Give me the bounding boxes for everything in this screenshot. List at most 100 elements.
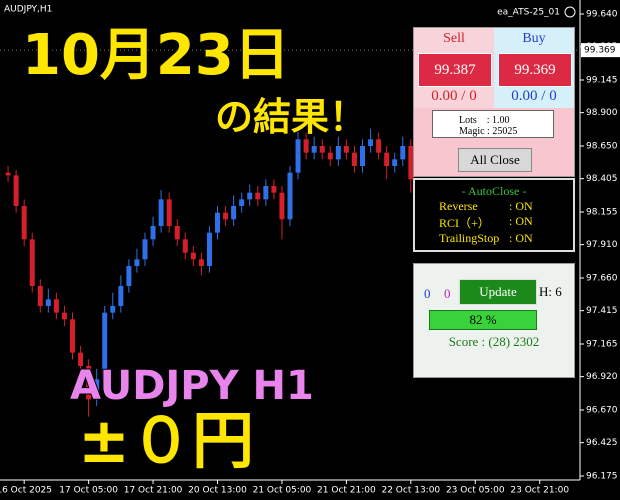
sell-header: Sell — [414, 28, 494, 50]
candle-body — [400, 146, 406, 160]
y-tick-label: 96.670 — [586, 406, 618, 416]
candle-body — [279, 192, 285, 220]
current-price-label: 99.369 — [584, 46, 616, 56]
candle-body — [335, 146, 341, 160]
count-a: 0 — [424, 286, 431, 301]
overlay-pair: AUDJPY H1 — [69, 363, 315, 409]
candle-body — [287, 172, 293, 220]
lots-box: Lots : 1.00 Magic : 25025 — [432, 110, 554, 138]
lots: Lots : 1.00 — [459, 115, 510, 126]
candle-body — [126, 266, 132, 286]
indicator-name: ea_ATS-25_01 — [497, 8, 560, 18]
y-tick-label: 96.175 — [586, 472, 618, 482]
x-tick-label: 23 Oct 21:00 — [510, 486, 569, 496]
candle-body — [231, 206, 237, 220]
auto-value: : ON — [509, 214, 533, 228]
x-tick-label: 20 Oct 13:00 — [188, 486, 247, 496]
candle-body — [70, 319, 75, 353]
buy-position: 0.00 / 0 — [511, 88, 557, 104]
x-tick-label: 21 Oct 05:00 — [253, 486, 312, 496]
candle-body — [190, 252, 196, 260]
candle-body — [142, 239, 148, 260]
magic: Magic : 25025 — [459, 126, 518, 137]
auto-label: Reverse — [439, 199, 478, 213]
x-tick-label: 21 Oct 21:00 — [317, 486, 376, 496]
auto-rows: Reverse: ON RCI（+）: ON TrailingStop: ON — [439, 199, 573, 246]
update-button[interactable]: Update — [459, 279, 537, 305]
sell-button[interactable]: 99.387 — [418, 53, 492, 87]
candle-body — [311, 146, 317, 153]
candle-body — [223, 212, 229, 220]
overlay-result: の結果！ — [214, 95, 368, 139]
y-tick-label: 97.165 — [586, 340, 618, 350]
hours: H: 6 — [539, 284, 562, 299]
candle-body — [392, 159, 398, 166]
candle-body — [239, 199, 245, 206]
auto-value: : ON — [509, 231, 533, 245]
candle-body — [45, 299, 51, 306]
candle-body — [368, 139, 374, 146]
count-b: 0 — [444, 286, 451, 301]
candle-body — [215, 212, 220, 233]
y-tick-label: 96.425 — [586, 438, 618, 448]
y-tick-label: 97.910 — [586, 240, 618, 250]
candle-body — [271, 186, 277, 193]
auto-row: RCI（+）: ON — [439, 214, 573, 231]
candle-body — [384, 152, 390, 166]
y-tick-label: 98.650 — [586, 142, 618, 152]
x-tick-label: 22 Oct 13:00 — [381, 486, 440, 496]
candle-body — [247, 192, 253, 200]
buy-button[interactable]: 99.369 — [498, 53, 572, 87]
overlay-profit: ±０円 — [77, 404, 255, 477]
candle-body — [134, 259, 140, 266]
score: Score : (28) 2302 — [448, 334, 540, 349]
y-tick-label: 99.640 — [586, 10, 618, 20]
y-tick-label: 98.155 — [586, 208, 618, 218]
candle-body — [174, 226, 180, 240]
y-tick-label: 98.405 — [586, 174, 618, 184]
overlay-date: 10月23日 — [21, 23, 291, 88]
trade-panel: Sell Buy 99.387 99.369 0.00 / 0 0.00 / 0… — [413, 27, 575, 177]
symbol: AUDJPY,H1 — [4, 5, 52, 15]
candle-body — [78, 352, 84, 366]
current-price-tag — [581, 43, 620, 58]
candle-body — [351, 152, 357, 166]
candle-body — [182, 239, 188, 253]
buy-header: Buy — [494, 28, 574, 50]
x-tick-label: 23 Oct 05:00 — [446, 486, 505, 496]
x-tick-label: 17 Oct 05:00 — [59, 486, 118, 496]
auto-label: TrailingStop — [439, 231, 500, 245]
y-tick-label: 98.900 — [586, 108, 618, 118]
candle-body — [360, 146, 365, 166]
progress-bar: 82 % — [429, 310, 537, 330]
candle-body — [53, 299, 59, 313]
candle-body — [118, 286, 124, 306]
score-panel: 0 0 Update H: 6 82 % Score : (28) 2302 — [413, 263, 575, 378]
candle-body — [110, 306, 116, 313]
candle-body — [21, 206, 27, 240]
candle-body — [343, 146, 349, 153]
auto-row: Reverse: ON — [439, 199, 573, 214]
all-close-button[interactable]: All Close — [458, 148, 532, 172]
y-tick-label: 96.920 — [586, 372, 618, 382]
candle-body — [29, 239, 35, 286]
candle-body — [61, 312, 67, 320]
x-tick-label: 17 Oct 21:00 — [124, 486, 183, 496]
candle-body — [37, 286, 43, 306]
y-tick-label: 97.415 — [586, 306, 618, 316]
candle-body — [327, 152, 333, 160]
candle-body — [102, 312, 108, 380]
y-tick-label: 97.660 — [586, 274, 618, 284]
candle-body — [408, 146, 414, 180]
candle-body — [295, 139, 301, 173]
candle-body — [198, 259, 204, 266]
candle-body — [5, 172, 11, 176]
candle-body — [150, 226, 156, 240]
x-tick-label: 16 Oct 2025 — [0, 486, 52, 496]
auto-title: - AutoClose - — [461, 184, 527, 198]
indicator-icon — [564, 6, 576, 18]
candle-body — [376, 139, 382, 153]
candle-body — [86, 366, 92, 400]
